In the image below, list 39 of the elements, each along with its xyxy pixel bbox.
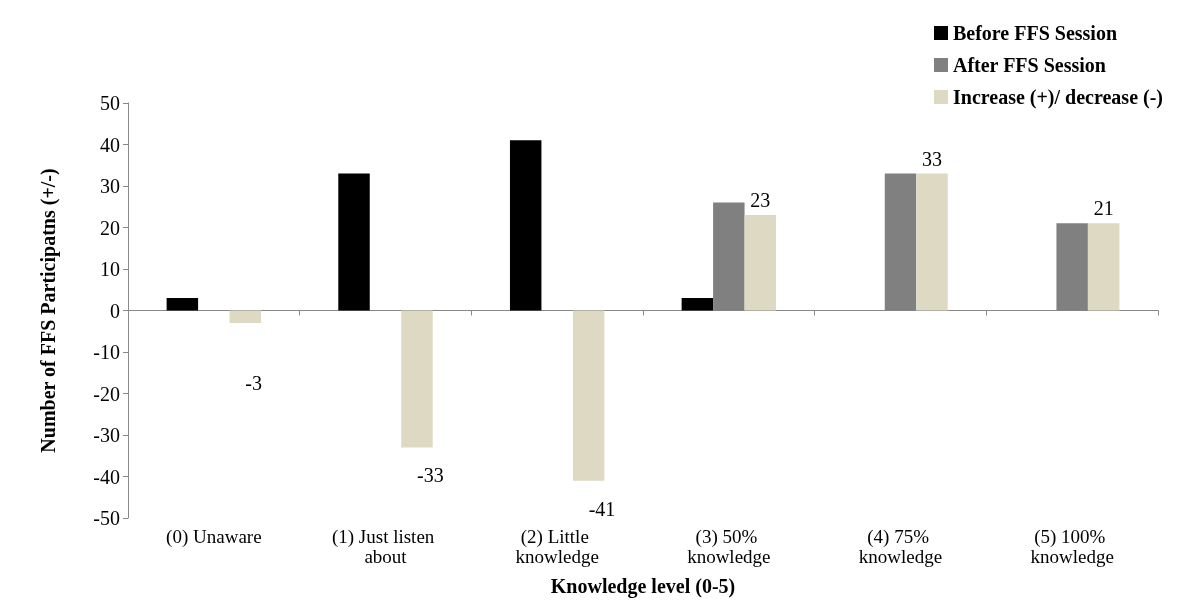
x-axis-title: Knowledge level (0-5): [550, 575, 736, 598]
bar: [509, 140, 542, 311]
y-tick-label: -10: [93, 341, 120, 363]
y-tick-label: -40: [93, 465, 120, 488]
legend-label: Before FFS Session: [952, 22, 1118, 44]
y-tick-label: -30: [93, 424, 120, 446]
bar: [229, 310, 262, 323]
bar: [401, 310, 433, 448]
y-tick-label: 0: [110, 299, 120, 322]
bar: [572, 310, 605, 481]
y-axis-title: Number of FFS Participatns (+/-): [37, 168, 60, 453]
data-label: 23: [750, 189, 771, 212]
bar: [744, 215, 777, 311]
bar: [681, 298, 714, 311]
bar: [1087, 223, 1120, 311]
y-tick-label: -20: [93, 382, 120, 405]
x-tick-label: (0) Unaware: [166, 525, 262, 548]
y-tick-label: 20: [100, 216, 120, 239]
data-label: -41: [588, 497, 616, 520]
x-tick-label: (4) 75% knowledge: [858, 525, 943, 567]
y-tick-label: 10: [100, 258, 120, 280]
y-tick-label: 30: [100, 175, 120, 197]
data-label: 21: [1093, 197, 1114, 220]
y-tick-label: -50: [93, 507, 120, 529]
bar: [713, 202, 745, 311]
x-tick-label: (2) Little knowledge: [515, 525, 599, 567]
y-tick-label: 40: [100, 133, 120, 156]
legend-label: Increase (+)/ decrease (-): [952, 86, 1164, 109]
x-tick-label: (3) 50% knowledge: [687, 525, 771, 567]
x-tick-label: (1) Just listen about: [331, 525, 440, 567]
x-tick-label: (5) 100% knowledge: [1030, 525, 1114, 567]
data-label: -3: [245, 371, 262, 394]
data-label: 33: [921, 147, 942, 170]
y-tick-label: 50: [100, 92, 120, 114]
bar: [166, 298, 199, 311]
bar: [916, 173, 948, 311]
legend-label: After FFS Session: [952, 54, 1106, 76]
data-label: -33: [416, 464, 444, 487]
bar: [338, 173, 370, 311]
